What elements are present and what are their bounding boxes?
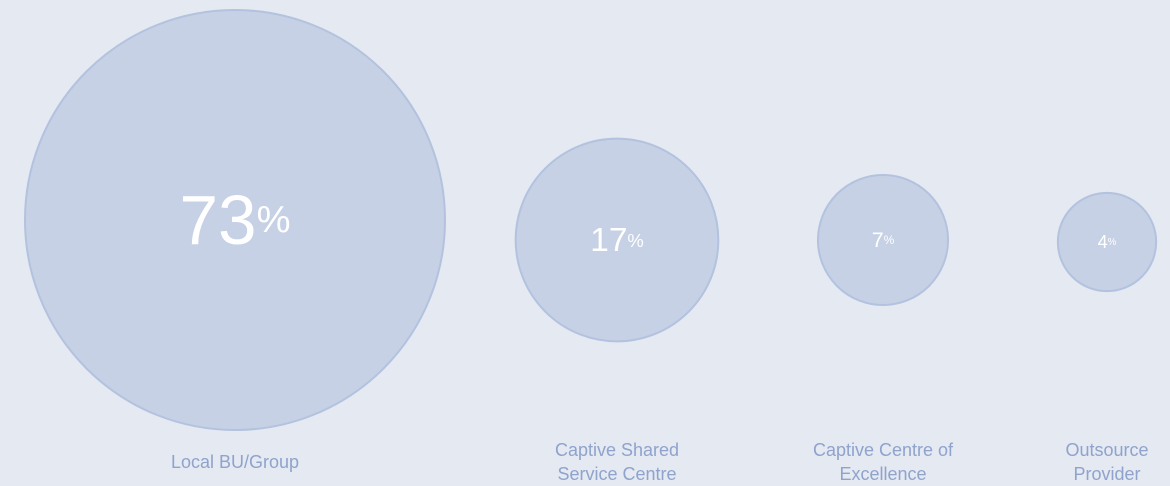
value-label: 4% xyxy=(1098,232,1117,252)
bubble xyxy=(816,173,950,307)
category-label: Outsource Provider xyxy=(1065,440,1149,484)
value-label: 17% xyxy=(590,222,644,259)
value-label: 7% xyxy=(872,228,895,252)
category-label: Captive Centre of Excellence xyxy=(812,440,954,484)
category-label: Captive Shared Service Centre xyxy=(554,440,680,484)
bubble xyxy=(1056,191,1158,293)
bubble xyxy=(514,137,720,343)
category-label: Local BU/Group xyxy=(170,452,300,472)
bubble xyxy=(24,9,446,431)
value-label: 73% xyxy=(180,181,291,259)
